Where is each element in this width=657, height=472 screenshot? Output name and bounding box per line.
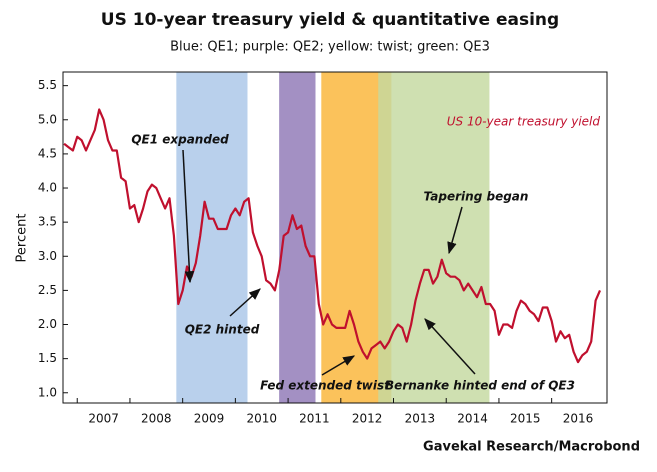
y-tick-label: 4.5: [38, 146, 57, 160]
x-tick-label: 2015: [510, 412, 541, 426]
x-tick-label: 2007: [88, 412, 119, 426]
y-tick-label: 4.0: [38, 181, 57, 195]
regions: [176, 72, 490, 403]
x-tick-label: 2011: [299, 412, 330, 426]
y-tick-label: 2.0: [38, 317, 57, 331]
line-series: [63, 108, 602, 364]
shaded-region: [378, 72, 490, 403]
annotation-arrow: [321, 355, 356, 376]
x-tick-label: 2010: [246, 412, 277, 426]
annotation: QE2 hinted: [185, 323, 260, 337]
y-tick-label: 5.5: [38, 78, 57, 92]
annotation: Tapering began: [424, 190, 529, 204]
x-tick-label: 2014: [457, 412, 488, 426]
y-tick-label: 1.5: [38, 351, 57, 365]
x-tick-label: 2016: [563, 412, 594, 426]
annotation: QE1 expanded: [131, 133, 229, 147]
y-tick-label: 3.5: [38, 215, 57, 229]
y-tick-label: 2.5: [38, 283, 57, 297]
source: Gavekal Research/Macrobond: [423, 440, 640, 455]
annotation: Fed extended twist: [260, 379, 391, 393]
annotation-arrow: [182, 149, 195, 284]
chart-title: US 10-year treasury yield & quantitative…: [101, 10, 559, 30]
annotation-arrow: [447, 206, 463, 255]
plot-frame: [62, 71, 608, 404]
shaded-region: [279, 72, 316, 403]
series-label: US 10-year treasury yield: [447, 115, 601, 129]
x-tick-label: 2012: [352, 412, 383, 426]
annotation-arrow: [424, 318, 476, 375]
plot: [63, 108, 602, 364]
y-tick-label: 1.0: [38, 385, 57, 399]
y-axis-label: Percent: [15, 214, 30, 263]
x-tick-label: 2009: [194, 412, 225, 426]
y-tick-label: 5.0: [38, 112, 57, 126]
x-tick-label: 2008: [141, 412, 172, 426]
x-tick-label: 2013: [405, 412, 436, 426]
annotation: Bernanke hinted end of QE3: [385, 379, 575, 393]
y-tick-label: 3.0: [38, 249, 57, 263]
annotation-arrow: [229, 288, 261, 317]
chart-subtitle: Blue: QE1; purple: QE2; yellow: twist; g…: [170, 40, 490, 55]
